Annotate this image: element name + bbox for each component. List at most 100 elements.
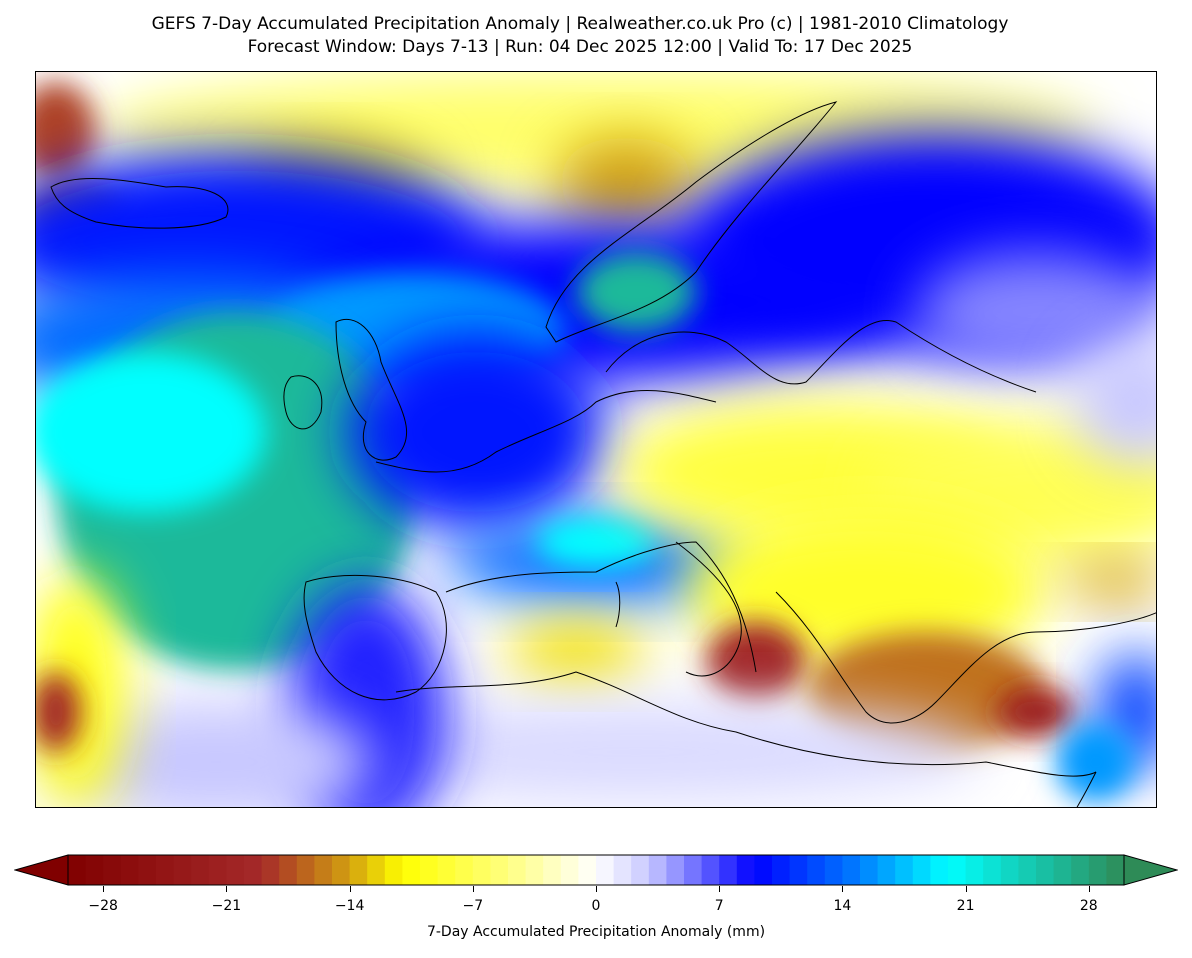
anomaly-region [286, 702, 986, 802]
anomaly-region [36, 352, 266, 512]
colorbar-bin [666, 855, 685, 885]
colorbar-tick-label: −28 [88, 898, 118, 914]
colorbar-bin [1018, 855, 1037, 885]
coastline [335, 318, 408, 461]
colorbar-bin [384, 855, 403, 885]
coastline [395, 671, 1097, 777]
colorbar-tick-label: 7 [714, 898, 724, 914]
colorbar-tick-label: −21 [211, 898, 242, 914]
colorbar-tick-mark [596, 886, 597, 892]
anomaly-region [1066, 562, 1156, 602]
colorbar-bin [824, 855, 843, 885]
anomaly-region [556, 137, 696, 227]
colorbar-bin [719, 855, 738, 885]
colorbar-bin [1000, 855, 1019, 885]
colorbar-bin [543, 855, 562, 885]
colorbar-bin [332, 855, 351, 885]
anomaly-region [1076, 342, 1156, 462]
colorbar-tick-mark [226, 886, 228, 892]
colorbar-bin [596, 855, 615, 885]
colorbar-extend-max [1123, 854, 1178, 886]
coastline [605, 320, 1037, 393]
colorbar-bin [754, 855, 773, 885]
anomaly-region [56, 702, 376, 807]
colorbar-bin [1088, 855, 1107, 885]
colorbar-tick-mark [349, 886, 351, 892]
colorbar-bin [85, 855, 104, 885]
colorbar-bin [68, 855, 87, 885]
colorbar-bin [508, 855, 527, 885]
colorbar-tick-mark [842, 886, 844, 892]
colorbar-bin [930, 855, 949, 885]
colorbar-bin [895, 855, 914, 885]
colorbar-bin [472, 855, 491, 885]
coastline [775, 591, 1156, 724]
colorbar [14, 854, 1178, 886]
chart-subtitle: Forecast Window: Days 7-13 | Run: 04 Dec… [247, 37, 913, 57]
coastline [50, 178, 229, 229]
colorbar-tick-label: 0 [591, 898, 601, 914]
colorbar-bin [1106, 855, 1125, 885]
coastline [445, 541, 757, 673]
colorbar-bin [226, 855, 245, 885]
colorbar-bin [261, 855, 280, 885]
colorbar-bin [437, 855, 456, 885]
anomaly-region [536, 517, 656, 567]
colorbar-bin [455, 855, 474, 885]
colorbar-bin [173, 855, 192, 885]
colorbar-tick-label: 21 [956, 898, 975, 914]
colorbar-bin [138, 855, 157, 885]
colorbar-bin [807, 855, 826, 885]
colorbar-bin [490, 855, 509, 885]
coastline [675, 541, 742, 677]
colorbar-tick-mark [719, 886, 721, 892]
coastline [375, 389, 717, 473]
colorbar-tick-label: −14 [334, 898, 365, 914]
colorbar-tick-label: 28 [1079, 898, 1098, 914]
colorbar-tick-mark [103, 886, 105, 892]
colorbar-label: 7-Day Accumulated Precipitation Anomaly … [426, 924, 766, 940]
colorbar-bin [684, 855, 703, 885]
colorbar-tick-label: 14 [833, 898, 852, 914]
coastline [545, 101, 838, 343]
colorbar-bin [367, 855, 386, 885]
colorbar-bin [736, 855, 755, 885]
colorbar-bin [631, 855, 650, 885]
anomaly-region [996, 687, 1076, 737]
colorbar-bin [578, 855, 597, 885]
colorbar-bin [983, 855, 1002, 885]
anomaly-region [506, 622, 646, 682]
anomaly-region [1056, 722, 1136, 802]
colorbar-bin [948, 855, 967, 885]
colorbar-bin [912, 855, 931, 885]
precipitation-anomaly-map [35, 71, 1157, 808]
colorbar-tick-mark [1088, 886, 1090, 892]
colorbar-bin [279, 855, 298, 885]
colorbar-bin [1036, 855, 1055, 885]
colorbar-tick-mark [472, 886, 474, 892]
colorbar-extend-min [14, 854, 69, 886]
colorbar-bin [402, 855, 421, 885]
colorbar-bin [772, 855, 791, 885]
colorbar-bin [965, 855, 984, 885]
colorbar-bin [842, 855, 861, 885]
colorbar-bin [296, 855, 315, 885]
colorbar-bin [191, 855, 210, 885]
colorbar-bin [1071, 855, 1090, 885]
anomaly-field [36, 72, 1156, 807]
colorbar-bin [613, 855, 632, 885]
colorbar-bin [789, 855, 808, 885]
colorbar-bin [156, 855, 175, 885]
colorbar-bin [648, 855, 667, 885]
colorbar-bin [349, 855, 368, 885]
chart-title: GEFS 7-Day Accumulated Precipitation Ano… [151, 14, 1009, 34]
anomaly-region [36, 82, 96, 182]
colorbar-bin [701, 855, 720, 885]
coastline [283, 375, 323, 430]
colorbar-bin [860, 855, 879, 885]
anomaly-region [916, 252, 1156, 372]
colorbar-bin [208, 855, 227, 885]
colorbar-tick-mark [965, 886, 967, 892]
anomaly-region [576, 252, 696, 332]
colorbar-bin [103, 855, 122, 885]
